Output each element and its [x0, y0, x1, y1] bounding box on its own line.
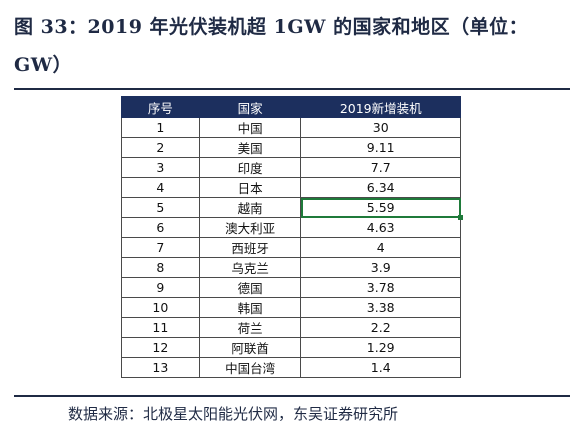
cell-value[interactable]: 3.78: [300, 277, 461, 298]
cell-country[interactable]: 越南: [198, 197, 302, 218]
table-row: 7 西班牙 4: [121, 237, 461, 258]
bottom-rule: [14, 395, 570, 397]
cell-value[interactable]: 2.2: [300, 317, 461, 338]
cell-value[interactable]: 7.7: [300, 157, 461, 178]
table-row: 4 日本 6.34: [121, 177, 461, 198]
cell-country[interactable]: 美国: [198, 137, 302, 158]
table-row: 9 德国 3.78: [121, 277, 461, 298]
table-header-row: 序号 国家 2019新增装机: [121, 96, 461, 118]
cell-value[interactable]: 30: [300, 117, 461, 138]
data-table: 序号 国家 2019新增装机 1 中国 30 2 美国 9.11 3 印度 7.…: [121, 96, 464, 378]
table-row: 11 荷兰 2.2: [121, 317, 461, 338]
table-row: 2 美国 9.11: [121, 137, 461, 158]
cell-index[interactable]: 13: [121, 357, 200, 378]
table-row: 6 澳大利亚 4.63: [121, 217, 461, 238]
cell-country[interactable]: 阿联酋: [198, 337, 302, 358]
cell-value[interactable]: 3.38: [300, 297, 461, 318]
table-row: 1 中国 30: [121, 117, 461, 138]
cell-index[interactable]: 5: [121, 197, 200, 218]
table-row: 12 阿联酋 1.29: [121, 337, 461, 358]
table-row: 3 印度 7.7: [121, 157, 461, 178]
cell-index[interactable]: 4: [121, 177, 200, 198]
cell-index[interactable]: 12: [121, 337, 200, 358]
cell-index[interactable]: 10: [121, 297, 200, 318]
table-row: 13 中国台湾 1.4: [121, 357, 461, 378]
figure-title: 图 33：2019 年光伏装机超 1GW 的国家和地区（单位：GW）: [14, 16, 529, 76]
cell-value[interactable]: 3.9: [300, 257, 461, 278]
cell-index[interactable]: 8: [121, 257, 200, 278]
cell-country[interactable]: 中国: [198, 117, 302, 138]
cell-country[interactable]: 印度: [198, 157, 302, 178]
cell-value-selected[interactable]: 5.59: [300, 197, 464, 221]
cell-value[interactable]: 4.63: [300, 217, 461, 238]
table-row: 5 越南 5.59: [121, 197, 464, 221]
cell-country[interactable]: 乌克兰: [198, 257, 302, 278]
cell-value[interactable]: 1.29: [300, 337, 461, 358]
cell-index[interactable]: 9: [121, 277, 200, 298]
cell-value[interactable]: 1.4: [300, 357, 461, 378]
header-new-capacity: 2019新增装机: [300, 96, 461, 118]
header-index: 序号: [121, 96, 200, 118]
cell-value[interactable]: 6.34: [300, 177, 461, 198]
table-row: 10 韩国 3.38: [121, 297, 461, 318]
cell-country[interactable]: 韩国: [198, 297, 302, 318]
cell-value[interactable]: 4: [300, 237, 461, 258]
cell-index[interactable]: 3: [121, 157, 200, 178]
source-note: 数据来源：北极星太阳能光伏网，东吴证券研究所: [68, 405, 399, 423]
cell-index[interactable]: 11: [121, 317, 200, 338]
cell-country[interactable]: 德国: [198, 277, 302, 298]
cell-country[interactable]: 日本: [198, 177, 302, 198]
table-row: 8 乌克兰 3.9: [121, 257, 461, 278]
cell-country[interactable]: 中国台湾: [198, 357, 302, 378]
cell-country[interactable]: 荷兰: [198, 317, 302, 338]
cell-index[interactable]: 1: [121, 117, 200, 138]
cell-country[interactable]: 澳大利亚: [198, 217, 302, 238]
cell-index[interactable]: 2: [121, 137, 200, 158]
cell-value[interactable]: 9.11: [300, 137, 461, 158]
cell-index[interactable]: 7: [121, 237, 200, 258]
cell-country[interactable]: 西班牙: [198, 237, 302, 258]
top-rule: [14, 88, 570, 90]
header-country: 国家: [198, 96, 302, 118]
cell-index[interactable]: 6: [121, 217, 200, 238]
